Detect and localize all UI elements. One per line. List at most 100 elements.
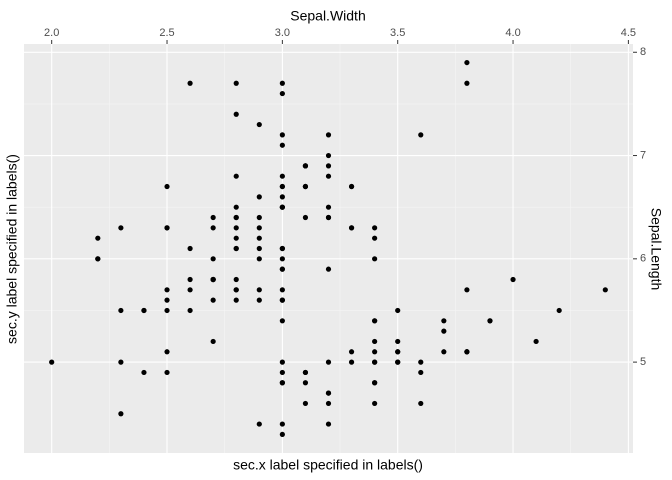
point	[187, 276, 193, 283]
x-tick-label: 4.5	[621, 27, 636, 39]
point	[164, 287, 170, 293]
point	[372, 225, 378, 231]
point	[325, 359, 332, 365]
y-tick-label: 5	[640, 356, 646, 368]
point	[279, 194, 285, 200]
panel	[24, 44, 633, 453]
point	[279, 204, 285, 210]
point	[279, 173, 285, 179]
point	[441, 318, 447, 324]
y-axis-secondary-title: sec.y label specified in labels()	[4, 154, 20, 344]
point	[418, 132, 424, 138]
point	[256, 235, 262, 241]
point	[510, 276, 516, 283]
point	[325, 421, 332, 427]
point	[118, 411, 124, 417]
point	[256, 287, 262, 293]
point	[164, 297, 170, 303]
point	[141, 307, 147, 314]
point	[372, 318, 378, 324]
point	[556, 307, 562, 314]
point	[348, 349, 355, 355]
point	[279, 256, 285, 262]
point	[279, 369, 285, 376]
point	[372, 400, 378, 407]
point	[395, 338, 401, 345]
point	[256, 245, 262, 252]
point	[233, 214, 239, 221]
point	[164, 369, 170, 376]
point	[279, 142, 285, 148]
point	[395, 307, 401, 314]
x-tick-label: 4.0	[505, 27, 520, 39]
point	[233, 287, 239, 293]
point	[279, 380, 285, 386]
point	[441, 328, 447, 334]
point	[187, 287, 193, 293]
point	[325, 132, 332, 138]
point	[279, 132, 285, 138]
point	[210, 338, 216, 345]
point	[210, 276, 216, 283]
point	[279, 359, 285, 365]
point	[95, 235, 101, 241]
y-tick-label: 7	[640, 149, 646, 161]
point	[325, 214, 332, 221]
point	[233, 276, 239, 283]
point	[164, 349, 170, 355]
point	[210, 256, 216, 262]
point	[233, 111, 239, 117]
point	[49, 359, 55, 365]
point	[233, 297, 239, 303]
point	[187, 245, 193, 252]
point	[464, 349, 470, 355]
point	[325, 163, 332, 169]
point	[279, 318, 285, 324]
point	[372, 359, 378, 365]
point	[233, 245, 239, 252]
point	[418, 369, 424, 376]
point	[279, 421, 285, 427]
point	[302, 214, 309, 221]
point	[372, 380, 378, 386]
point	[210, 214, 216, 221]
point	[348, 359, 355, 365]
point	[256, 421, 262, 427]
point	[279, 266, 285, 272]
point	[164, 307, 170, 314]
point	[279, 245, 285, 252]
point	[256, 214, 262, 221]
point	[118, 359, 124, 365]
point	[325, 266, 332, 272]
point	[279, 90, 285, 97]
point	[325, 152, 332, 159]
point	[279, 183, 285, 190]
point	[233, 173, 239, 179]
point	[302, 369, 309, 376]
point	[210, 297, 216, 303]
point	[372, 349, 378, 355]
point	[279, 80, 285, 86]
point	[279, 297, 285, 303]
point	[164, 225, 170, 231]
point	[372, 235, 378, 241]
point	[325, 204, 332, 210]
point	[348, 225, 355, 231]
point	[325, 390, 332, 396]
y-tick-label: 8	[640, 46, 646, 58]
point	[233, 204, 239, 210]
point	[164, 183, 170, 190]
point	[187, 307, 193, 314]
point	[256, 297, 262, 303]
point	[256, 121, 262, 128]
point	[233, 235, 239, 241]
point	[464, 80, 470, 86]
point	[187, 80, 193, 86]
point	[256, 194, 262, 200]
point	[464, 287, 470, 293]
point	[256, 256, 262, 262]
point	[418, 400, 424, 407]
point	[418, 359, 424, 365]
y-axis-title: Sepal.Length	[648, 208, 664, 291]
